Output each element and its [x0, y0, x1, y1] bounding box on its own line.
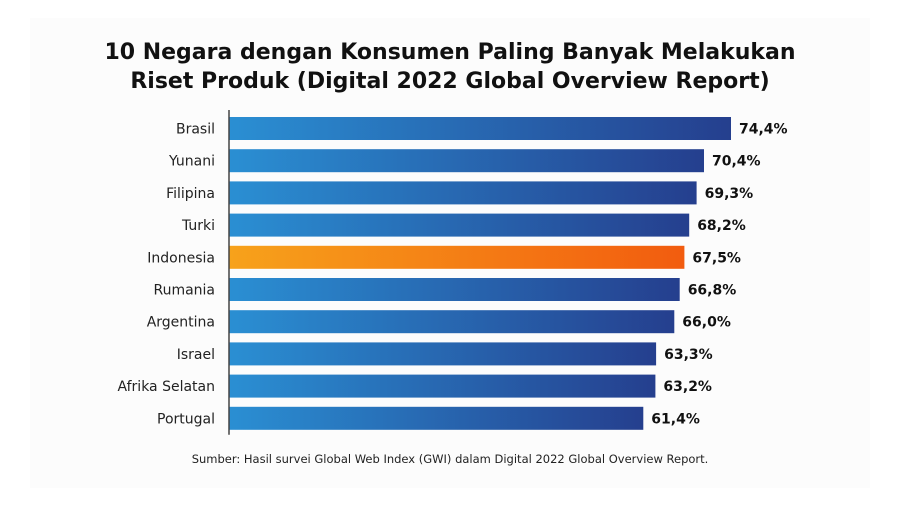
value-label-4: 67,5% — [692, 250, 741, 266]
chart-title: 10 Negara dengan Konsumen Paling Banyak … — [0, 38, 900, 96]
value-label-3: 68,2% — [697, 218, 746, 234]
bar-3 — [229, 213, 690, 237]
bar-6 — [229, 310, 675, 334]
bar-7 — [229, 342, 657, 366]
bar-0 — [229, 117, 731, 140]
value-label-7: 63,3% — [664, 347, 713, 363]
bar-1 — [229, 149, 704, 173]
bar-chart: Brasil 74,4% Yunani 70,4% Filipina 69,3% Turki… — [118, 110, 788, 435]
category-label-1: Yunani — [168, 154, 215, 170]
value-label-9: 61,4% — [651, 411, 700, 427]
bar-5 — [229, 278, 680, 301]
value-label-2: 69,3% — [705, 186, 754, 202]
value-label-1: 70,4% — [712, 154, 761, 170]
category-label-3: Turki — [181, 218, 215, 234]
source-note: Sumber: Hasil survei Global Web Index (G… — [191, 452, 709, 466]
bar-highlight-4 — [229, 245, 685, 269]
chart-title-line-1: 10 Negara dengan Konsumen Paling Banyak … — [104, 40, 796, 65]
value-label-0: 74,4% — [739, 122, 788, 138]
category-label-6: Argentina — [147, 315, 215, 331]
value-label-6: 66,0% — [682, 315, 731, 331]
category-label-4: Indonesia — [147, 250, 215, 266]
category-label-2: Filipina — [166, 186, 215, 202]
bar-8 — [229, 374, 656, 398]
category-label-7: Israel — [177, 347, 215, 363]
category-label-5: Rumania — [153, 283, 215, 299]
category-label-8: Afrika Selatan — [118, 379, 215, 395]
bar-2 — [229, 181, 697, 205]
chart-title-line-2: Riset Produk (Digital 2022 Global Overvi… — [130, 69, 770, 94]
value-label-5: 66,8% — [688, 283, 737, 299]
category-label-0: Brasil — [176, 122, 215, 138]
value-label-8: 63,2% — [663, 379, 712, 395]
bar-9 — [229, 406, 644, 430]
category-label-9: Portugal — [157, 411, 215, 427]
